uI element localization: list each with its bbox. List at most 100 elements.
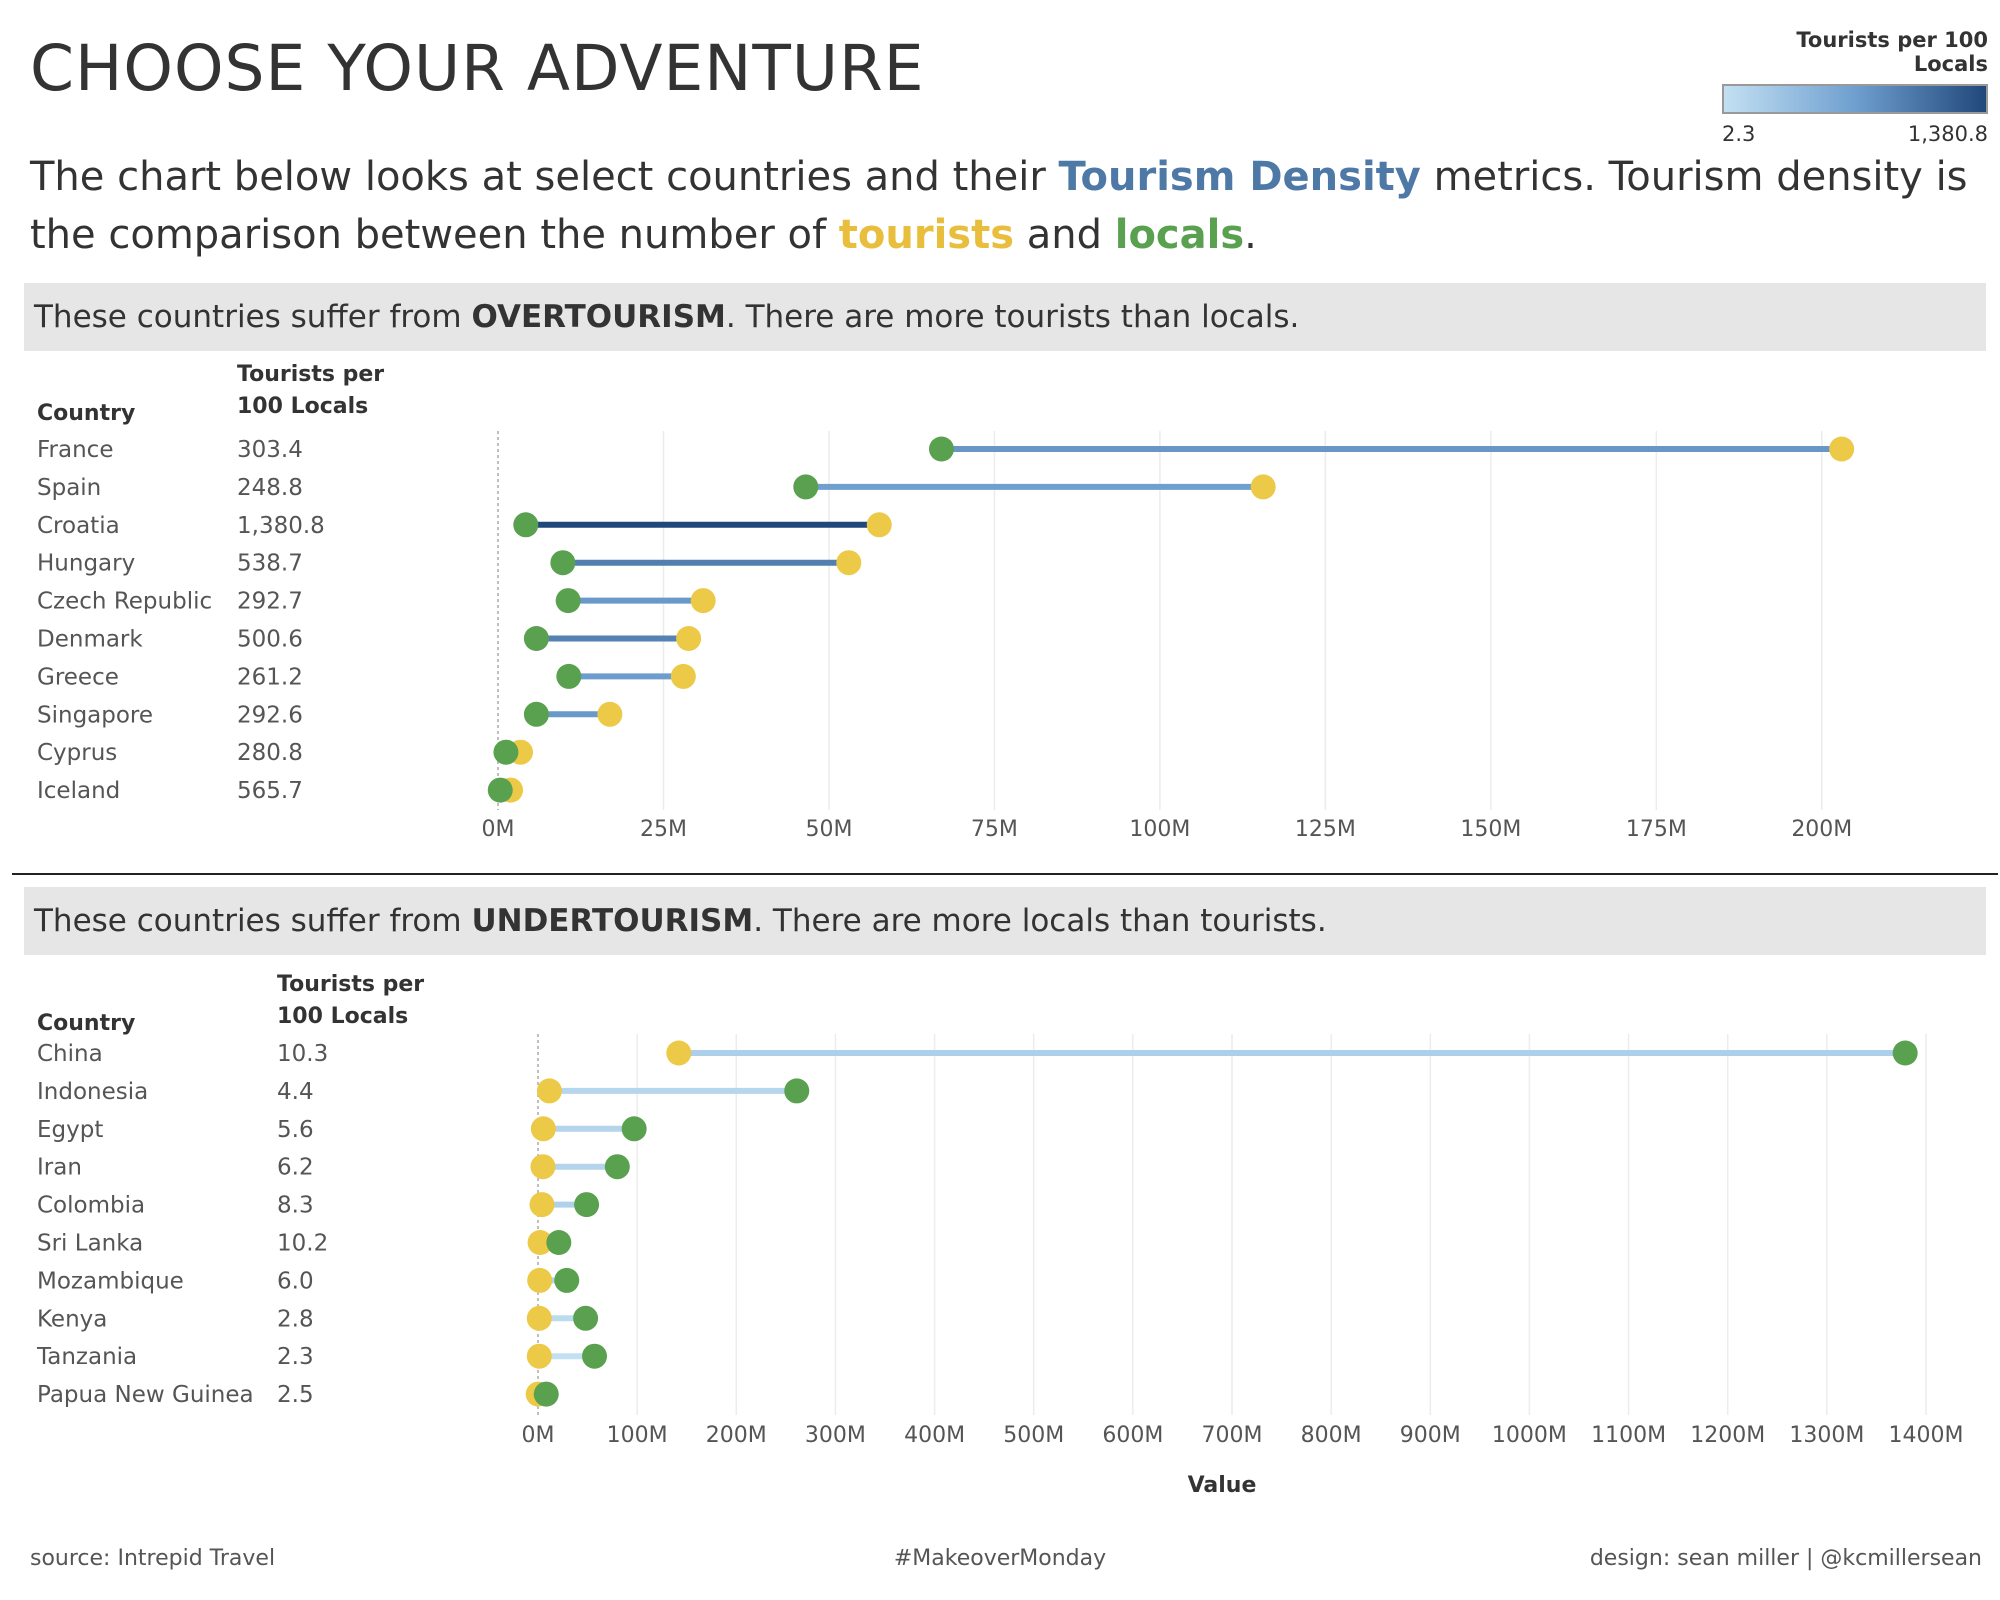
subtitle-highlight-tourism-density: Tourism Density bbox=[1058, 154, 1421, 200]
country-label: Cyprus bbox=[37, 740, 117, 766]
density-label: 10.2 bbox=[277, 1231, 328, 1257]
x-tick-label: 150M bbox=[1460, 817, 1521, 842]
x-tick-label: 0M bbox=[522, 1423, 555, 1448]
x-tick-label: 800M bbox=[1301, 1423, 1362, 1448]
footer-source: source: Intrepid Travel bbox=[30, 1546, 276, 1571]
column-header-density-line2: 100 Locals bbox=[277, 1004, 408, 1029]
subtitle-text-3: and bbox=[1014, 212, 1115, 258]
country-label: Sri Lanka bbox=[37, 1231, 143, 1257]
legend-min-label: 2.3 bbox=[1722, 122, 1756, 146]
x-tick-label: 200M bbox=[706, 1423, 767, 1448]
tourists-dot bbox=[536, 1078, 562, 1104]
legend-max-label: 1,380.8 bbox=[1907, 122, 1988, 146]
density-label: 5.6 bbox=[277, 1117, 314, 1143]
locals-dot bbox=[555, 588, 581, 614]
tourists-dot bbox=[527, 1267, 553, 1293]
country-label: China bbox=[37, 1041, 103, 1067]
density-label: 8.3 bbox=[277, 1193, 314, 1219]
density-label: 292.7 bbox=[237, 589, 303, 615]
country-label: Iran bbox=[37, 1155, 82, 1181]
tourists-dot bbox=[666, 1040, 692, 1066]
locals-dot bbox=[546, 1230, 572, 1255]
column-header-density-line1: Tourists per bbox=[237, 362, 384, 387]
column-header-density-line1: Tourists per bbox=[277, 972, 424, 997]
subtitle-highlight-locals: locals bbox=[1114, 212, 1245, 258]
subtitle-text-1: The chart below looks at select countrie… bbox=[30, 154, 1059, 200]
locals-dot bbox=[574, 1192, 600, 1218]
country-label: Mozambique bbox=[37, 1268, 184, 1294]
country-label: Tanzania bbox=[36, 1344, 137, 1370]
tourists-dot bbox=[676, 626, 702, 651]
page-subtitle: The chart below looks at select countrie… bbox=[30, 148, 1970, 264]
x-tick-label: 75M bbox=[971, 817, 1018, 842]
country-label: Papua New Guinea bbox=[37, 1382, 254, 1408]
banner-bold: UNDERTOURISM bbox=[471, 903, 754, 939]
density-label: 2.3 bbox=[277, 1344, 314, 1370]
density-label: 565.7 bbox=[237, 778, 303, 804]
color-legend: Tourists per 100 Locals 2.3 1,380.8 bbox=[1722, 28, 1988, 146]
undertourism-banner: These countries suffer from UNDERTOURISM… bbox=[24, 887, 1986, 955]
x-tick-label: 125M bbox=[1295, 817, 1356, 842]
tourists-dot bbox=[690, 588, 716, 614]
locals-dot bbox=[793, 474, 819, 500]
subtitle-highlight-tourists: tourists bbox=[838, 212, 1015, 258]
overtourism-banner: These countries suffer from OVERTOURISM.… bbox=[24, 283, 1986, 351]
section-divider bbox=[12, 873, 1998, 875]
tourists-dot bbox=[530, 1154, 556, 1180]
banner-bold: OVERTOURISM bbox=[471, 299, 726, 335]
tourists-dot bbox=[1829, 436, 1855, 462]
banner-prefix: These countries suffer from bbox=[34, 299, 472, 335]
country-label: Hungary bbox=[37, 551, 135, 577]
x-tick-label: 1000M bbox=[1492, 1423, 1567, 1448]
density-label: 6.0 bbox=[277, 1268, 314, 1294]
density-label: 538.7 bbox=[237, 551, 303, 577]
banner-prefix: These countries suffer from bbox=[34, 903, 472, 939]
country-label: Colombia bbox=[37, 1193, 145, 1219]
footer-tag: #MakeoverMonday bbox=[893, 1546, 1107, 1571]
x-tick-label: 100M bbox=[607, 1423, 668, 1448]
column-header-country: Country bbox=[37, 401, 135, 426]
density-label: 2.5 bbox=[277, 1382, 314, 1408]
locals-dot bbox=[523, 626, 549, 651]
x-tick-label: 700M bbox=[1202, 1423, 1263, 1448]
country-label: Singapore bbox=[37, 702, 153, 728]
country-label: Denmark bbox=[37, 627, 143, 653]
locals-dot bbox=[582, 1343, 608, 1369]
x-tick-label: 1100M bbox=[1591, 1423, 1666, 1448]
locals-dot bbox=[621, 1116, 647, 1142]
density-label: 1,380.8 bbox=[237, 513, 325, 539]
locals-dot bbox=[784, 1078, 810, 1104]
locals-dot bbox=[550, 550, 576, 576]
x-tick-label: 400M bbox=[904, 1423, 965, 1448]
x-tick-label: 1300M bbox=[1789, 1423, 1864, 1448]
subtitle-text-4: . bbox=[1244, 212, 1257, 258]
tourists-dot bbox=[527, 1230, 553, 1255]
density-label: 248.8 bbox=[237, 475, 303, 501]
density-label: 292.6 bbox=[237, 702, 303, 728]
legend-title: Tourists per 100 Locals bbox=[1796, 28, 1988, 76]
x-tick-label: 25M bbox=[640, 817, 687, 842]
country-label: France bbox=[37, 437, 113, 463]
locals-dot bbox=[1892, 1040, 1918, 1066]
x-tick-label: 300M bbox=[805, 1423, 866, 1448]
tourists-dot bbox=[529, 1192, 555, 1218]
locals-dot bbox=[928, 436, 954, 462]
tourists-dot bbox=[530, 1116, 556, 1142]
country-label: Iceland bbox=[37, 778, 120, 804]
country-label: Spain bbox=[37, 475, 101, 501]
tourists-dot bbox=[836, 550, 862, 576]
tourists-dot bbox=[597, 701, 623, 727]
country-label: Greece bbox=[37, 664, 119, 690]
country-label: Indonesia bbox=[37, 1079, 148, 1105]
locals-dot bbox=[533, 1381, 559, 1407]
country-label: Croatia bbox=[37, 513, 120, 539]
density-label: 303.4 bbox=[237, 437, 303, 463]
undertourism-chart: Country Tourists per 100 Locals 0M 100M 200M 3… bbox=[36, 972, 1963, 1498]
footer-credit: design: sean miller | @kcmillersean bbox=[1589, 1546, 1982, 1571]
locals-dot bbox=[493, 739, 519, 765]
x-tick-label: 100M bbox=[1129, 817, 1190, 842]
legend-gradient-bar bbox=[1722, 84, 1988, 114]
page-title: CHOOSE YOUR ADVENTURE bbox=[30, 32, 925, 105]
x-tick-label: 50M bbox=[805, 817, 852, 842]
x-tick-label: 1200M bbox=[1690, 1423, 1765, 1448]
